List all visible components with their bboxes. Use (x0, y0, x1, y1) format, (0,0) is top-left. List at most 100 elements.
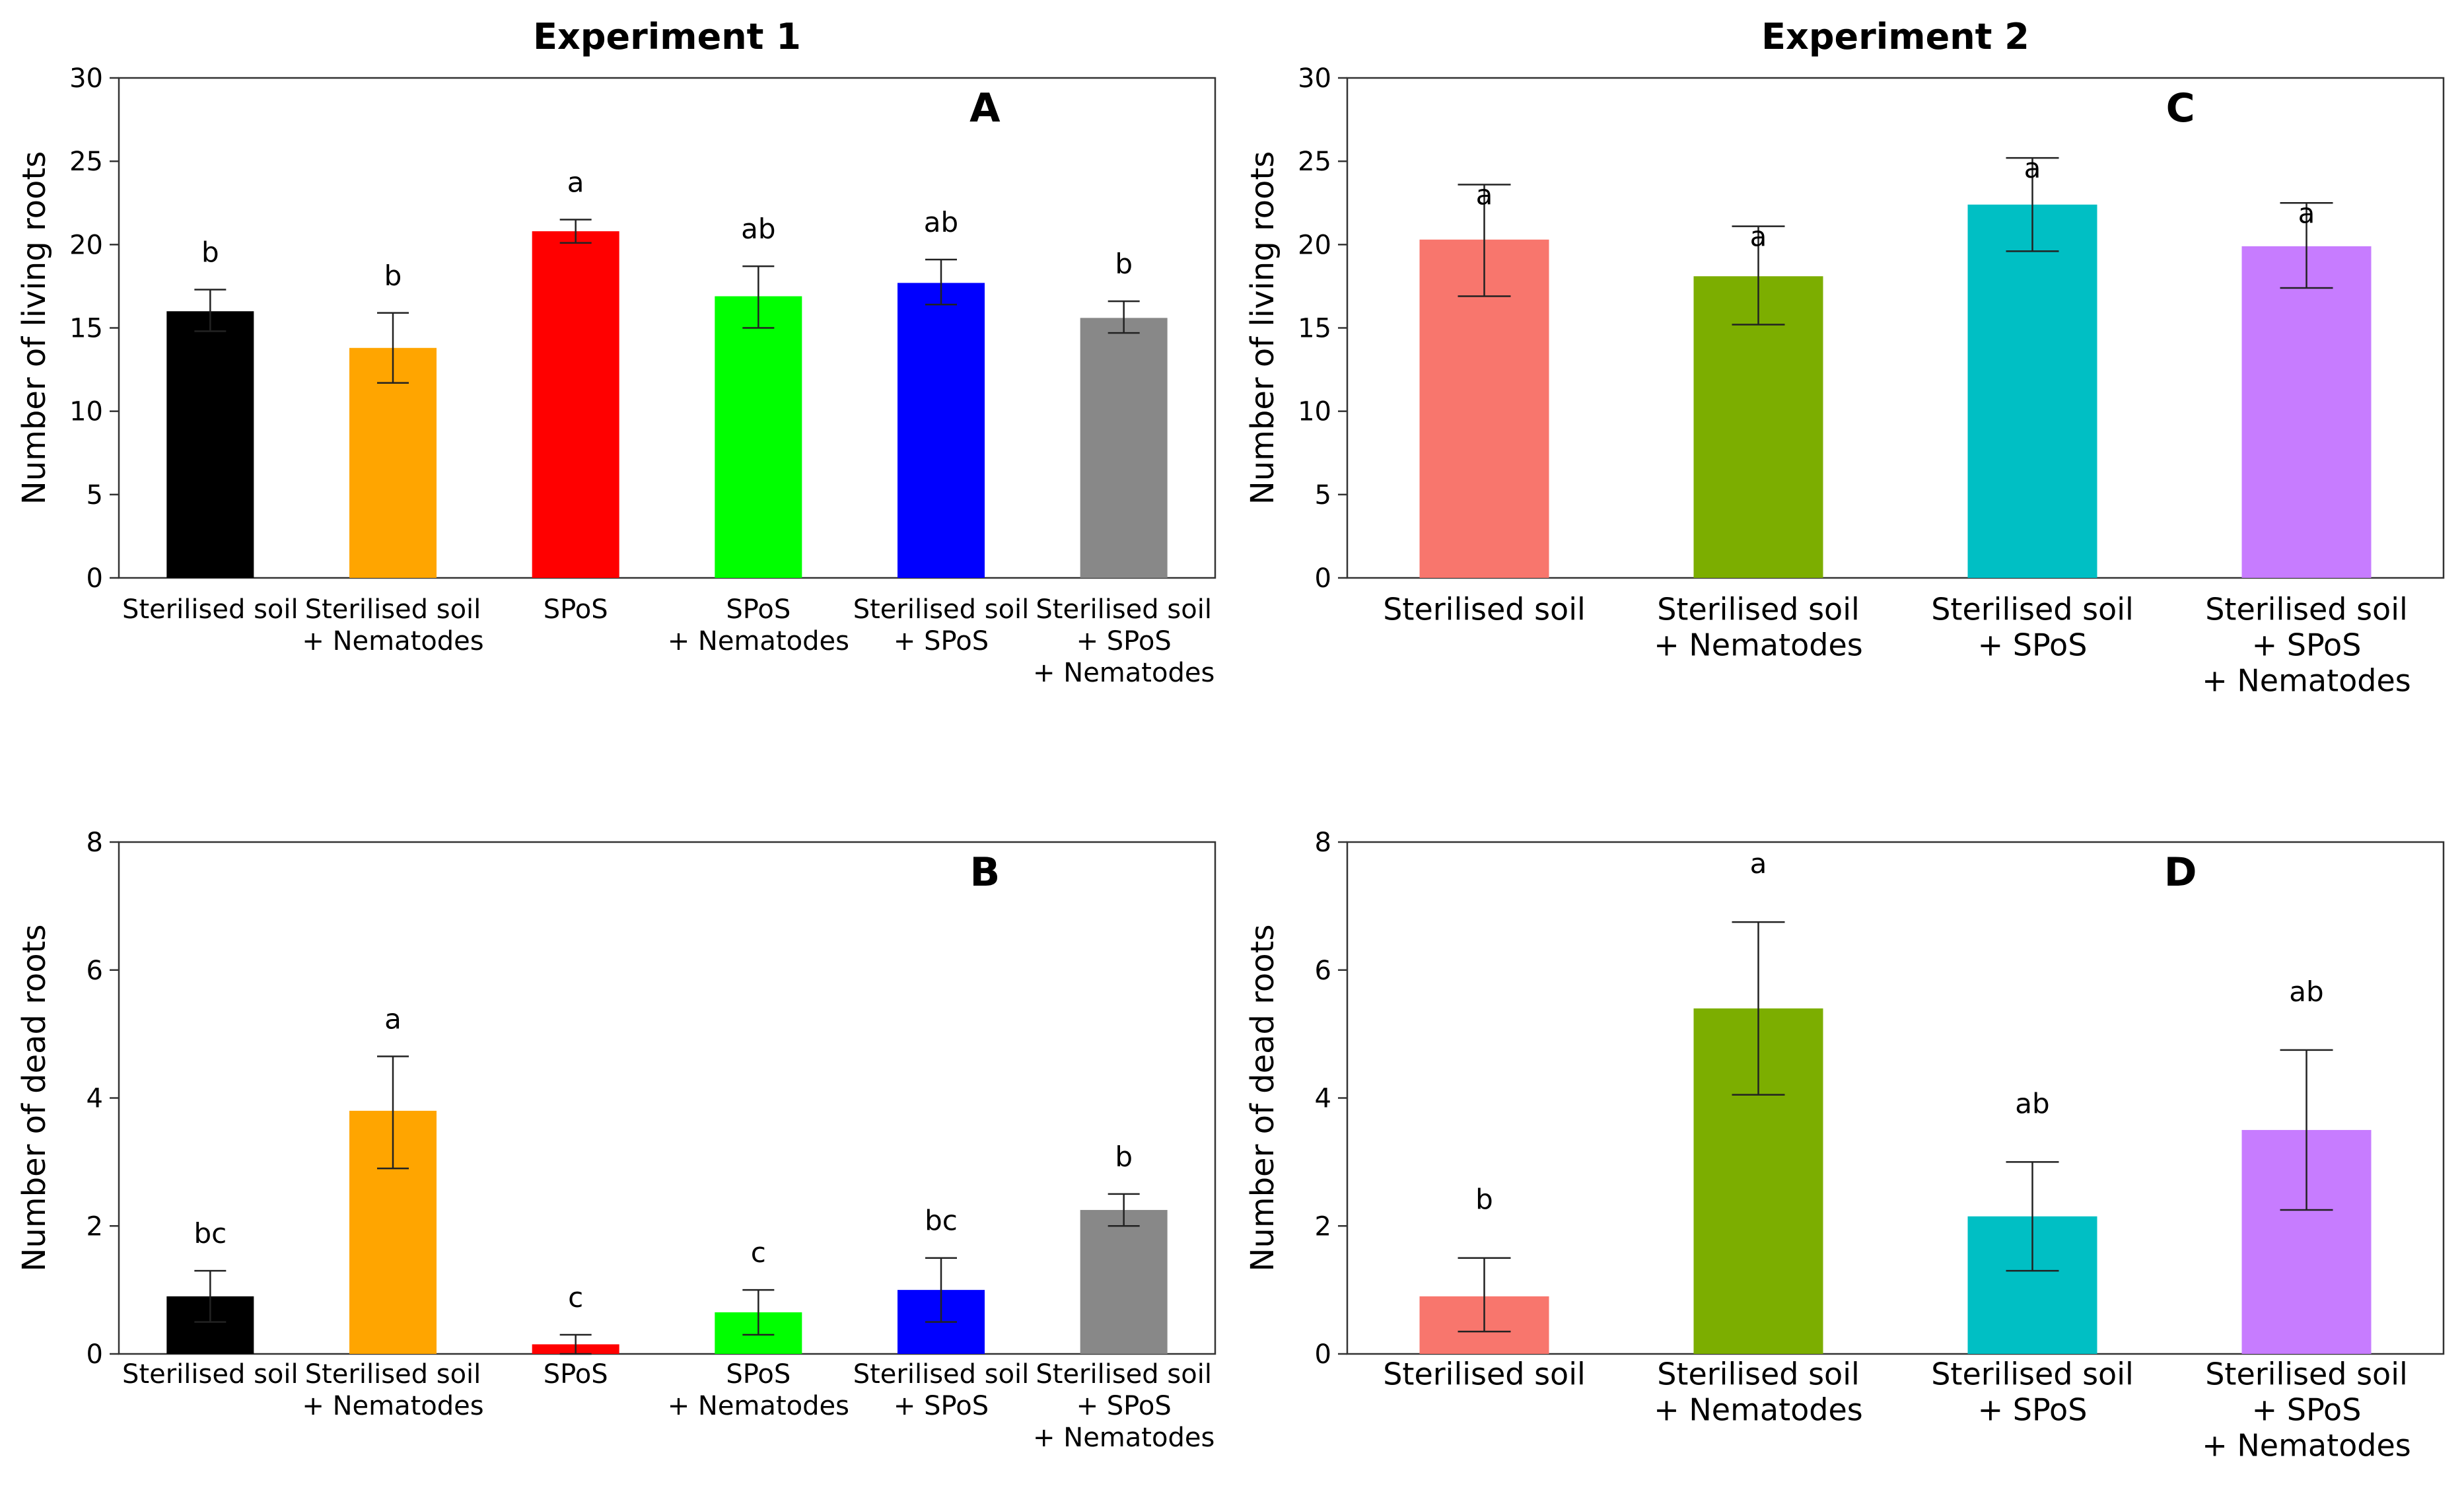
y-tick-label: 10 (69, 397, 103, 427)
significance-letter: b (1115, 1141, 1133, 1173)
y-tick-label: 0 (1315, 563, 1331, 594)
x-category-label: + Nematodes (302, 1391, 483, 1421)
x-category-label: Sterilised soil (305, 1359, 481, 1390)
x-category-label: + Nematodes (668, 1391, 849, 1421)
x-category-label: Sterilised soil (853, 594, 1030, 625)
y-axis-label: Number of dead roots (16, 925, 53, 1272)
y-tick-label: 2 (1315, 1211, 1331, 1242)
y-tick-label: 8 (1315, 828, 1331, 858)
y-tick-label: 2 (87, 1211, 103, 1242)
panel-b: 0 2 4 6 8 Number of dead roots bc a c c bc b B Steril… (16, 828, 1216, 1453)
x-category-label: Sterilised soil (122, 594, 299, 625)
x-category-label: + SPoS (1978, 1392, 2088, 1427)
x-category-label: Sterilised soil (1383, 1356, 1586, 1392)
significance-letter: b (201, 236, 219, 268)
x-category-label: + Nematodes (302, 626, 483, 656)
x-category-label: SPoS (726, 1359, 791, 1390)
x-category-label: Sterilised soil (2205, 1356, 2408, 1392)
y-tick-label: 15 (69, 314, 103, 344)
significance-letter: c (751, 1236, 766, 1269)
x-category-label: SPoS (544, 1359, 608, 1390)
y-tick-label: 20 (69, 230, 103, 260)
x-category-label: + SPoS (1076, 1391, 1172, 1421)
significance-letter: a (2298, 197, 2315, 229)
x-category-label: + Nematodes (668, 626, 849, 656)
x-category-label: Sterilised soil (1036, 594, 1212, 625)
x-category-label: Sterilised soil (122, 1359, 299, 1390)
x-category-label: Sterilised soil (1931, 591, 2134, 627)
significance-letter: bc (194, 1217, 227, 1250)
bar (715, 296, 802, 578)
y-tick-label: 6 (87, 956, 103, 986)
bar (1693, 276, 1823, 578)
x-category-label: + SPoS (894, 626, 989, 656)
significance-letter: a (384, 1003, 402, 1036)
y-tick-label: 25 (1298, 147, 1331, 177)
panel-d: 0 2 4 6 8 Number of dead roots b a ab ab D Sterilis… (1244, 828, 2445, 1463)
x-category-label: + Nematodes (2202, 662, 2411, 698)
y-axis-label: Number of living roots (1244, 151, 1281, 505)
x-category-label: Sterilised soil (1657, 1356, 1860, 1392)
panel-label: C (2166, 85, 2195, 131)
plot-frame (118, 841, 1216, 1355)
y-tick-label: 0 (87, 1339, 103, 1370)
bar (532, 231, 619, 578)
significance-letter: bc (925, 1205, 958, 1237)
x-category-label: SPoS (544, 594, 608, 625)
x-category-label: + Nematodes (1654, 627, 1863, 662)
bar (166, 311, 254, 578)
x-category-label: Sterilised soil (1383, 591, 1586, 627)
x-category-label: Sterilised soil (1036, 1359, 1212, 1390)
significance-letter: a (2024, 152, 2041, 184)
x-category-label: + SPoS (1978, 627, 2088, 662)
panel-label: D (2164, 849, 2197, 896)
experiment1-title: Experiment 1 (533, 16, 801, 57)
significance-letter: ab (924, 206, 958, 238)
x-category-label: + Nematodes (2202, 1427, 2411, 1463)
y-tick-label: 20 (1298, 230, 1331, 260)
significance-letter: ab (741, 213, 775, 245)
y-tick-label: 4 (1315, 1084, 1331, 1114)
y-tick-label: 8 (87, 828, 103, 858)
bar (2241, 246, 2372, 578)
significance-letter: a (1750, 847, 1767, 880)
panel-label: A (969, 85, 1001, 131)
y-tick-label: 25 (69, 147, 103, 177)
y-tick-label: 0 (87, 563, 103, 594)
bar (898, 283, 985, 578)
x-category-label: Sterilised soil (1657, 591, 1860, 627)
bar (349, 347, 437, 578)
significance-letter: ab (2015, 1087, 2049, 1119)
x-category-label: + SPoS (1076, 626, 1172, 656)
significance-letter: b (1475, 1184, 1493, 1216)
experiment2-title: Experiment 2 (1761, 16, 2029, 57)
bar (1080, 1210, 1168, 1354)
y-axis-label: Number of living roots (16, 151, 53, 505)
panel-label: B (970, 849, 1001, 896)
y-tick-label: 30 (69, 63, 103, 94)
significance-letter: b (1115, 248, 1133, 280)
x-category-label: Sterilised soil (305, 594, 481, 625)
y-tick-label: 5 (1315, 480, 1331, 511)
panel-c: 0 5 10 15 20 25 30 Number of living roots a a a a C S… (1244, 63, 2445, 698)
y-tick-label: 10 (1298, 397, 1331, 427)
significance-letter: a (1750, 221, 1767, 253)
plot-frame (118, 77, 1216, 579)
y-tick-label: 4 (87, 1084, 103, 1114)
bar (1967, 204, 2097, 579)
x-category-label: + SPoS (2252, 627, 2362, 662)
y-axis-label: Number of dead roots (1244, 925, 1281, 1272)
y-tick-label: 15 (1298, 314, 1331, 344)
x-category-label: + Nematodes (1033, 1423, 1214, 1453)
x-category-label: SPoS (726, 594, 791, 625)
x-category-label: Sterilised soil (1931, 1356, 2134, 1392)
x-category-label: Sterilised soil (2205, 591, 2408, 627)
bar (1080, 318, 1168, 578)
x-category-label: + Nematodes (1654, 1392, 1863, 1427)
x-category-label: Sterilised soil (853, 1359, 1030, 1390)
significance-letter: ab (2289, 975, 2323, 1008)
y-tick-label: 30 (1298, 63, 1331, 94)
x-category-label: + SPoS (894, 1391, 989, 1421)
x-category-label: + SPoS (2252, 1392, 2362, 1427)
significance-letter: a (567, 166, 584, 198)
